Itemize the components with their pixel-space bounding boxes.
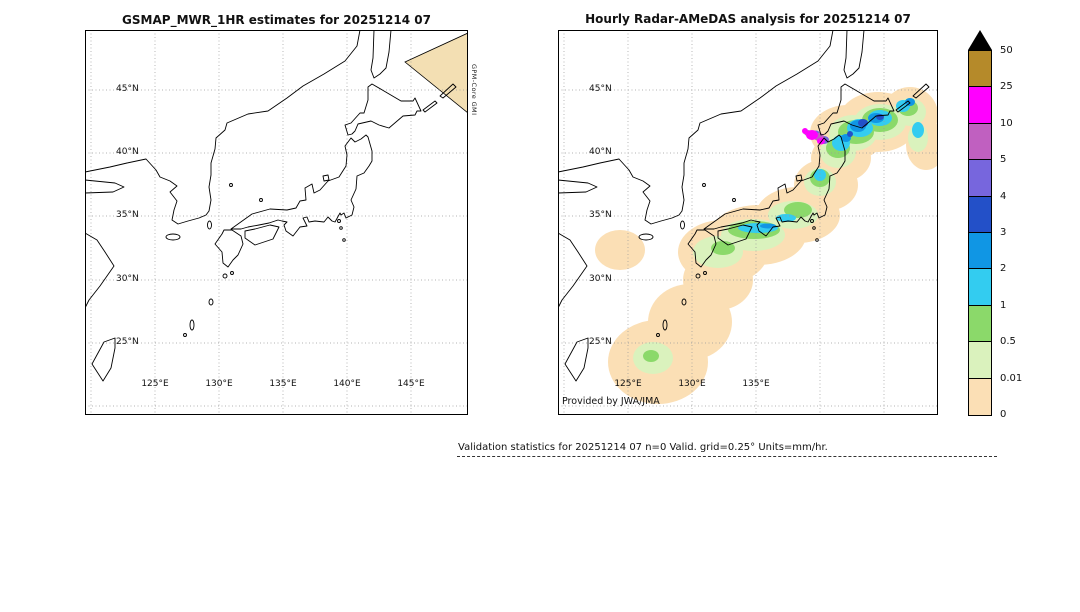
colorbar-seg-1-2 <box>969 269 991 306</box>
colorbar-seg-0-0p01 <box>969 378 991 415</box>
colorbar-seg-2-3 <box>969 232 991 270</box>
lon-tick-135e: 135°E <box>742 379 770 389</box>
lat-tick-35n: 35°N <box>589 210 612 220</box>
colorbar-seg-10-25 <box>969 87 991 124</box>
colorbar-label-50: 50 <box>1000 45 1013 56</box>
lon-tick-130e: 130°E <box>678 379 706 389</box>
gpm-swath-polygon <box>404 32 468 114</box>
colorbar-label-0p01: 0.01 <box>1000 373 1023 384</box>
colorbar-label-25: 25 <box>1000 81 1013 92</box>
colorbar-label-2: 2 <box>1000 263 1007 274</box>
lat-tick-45n: 45°N <box>589 84 612 94</box>
radar-map-panel: 45°N 40°N 35°N 30°N 25°N 125°E 130°E 135… <box>558 30 938 415</box>
lon-tick-140e: 140°E <box>333 379 361 389</box>
japan-basemap <box>85 30 468 415</box>
precip-overlay <box>595 87 938 404</box>
colorbar-seg-4-5 <box>969 160 991 197</box>
right-map-title: Hourly Radar-AMeDAS analysis for 2025121… <box>585 12 911 26</box>
lat-tick-45n: 45°N <box>116 84 139 94</box>
gpm-swath-label-line2: GMI <box>470 101 478 116</box>
colorbar-label-5: 5 <box>1000 154 1007 165</box>
lat-tick-30n: 30°N <box>589 274 612 284</box>
colorbar-label-4: 4 <box>1000 191 1007 202</box>
colorbar-label-3: 3 <box>1000 227 1007 238</box>
colorbar-bar <box>968 50 992 416</box>
lat-tick-30n: 30°N <box>116 274 139 284</box>
radar-map-svg <box>558 30 938 415</box>
colorbar-label-0p5: 0.5 <box>1000 336 1016 347</box>
colorbar-label-10: 10 <box>1000 118 1013 129</box>
lat-tick-40n: 40°N <box>116 147 139 157</box>
colorbar-seg-0p5-1 <box>969 305 991 343</box>
gpm-swath-label-line1: GPM-Core <box>470 64 478 100</box>
colorbar-label-0: 0 <box>1000 409 1007 420</box>
lat-tick-35n: 35°N <box>116 210 139 220</box>
footer-dashed-line <box>457 456 997 457</box>
lon-tick-125e: 125°E <box>141 379 169 389</box>
lat-tick-25n: 25°N <box>116 337 139 347</box>
gsmap-map-panel: 45°N 40°N 35°N 30°N 25°N 125°E 130°E 135… <box>85 30 468 415</box>
colorbar-seg-0p01-0p5 <box>969 342 991 379</box>
lon-tick-135e: 135°E <box>269 379 297 389</box>
colorbar-seg-25-50 <box>969 51 991 88</box>
left-map-title: GSMAP_MWR_1HR estimates for 20251214 07 <box>122 13 431 27</box>
lon-tick-125e: 125°E <box>614 379 642 389</box>
colorbar: 50 25 10 5 4 3 2 1 0.5 0.01 0 <box>968 30 1022 420</box>
colorbar-label-1: 1 <box>1000 300 1007 311</box>
data-credit: Provided by JWA/JMA <box>562 396 660 407</box>
map-frame <box>85 30 468 415</box>
gpm-swath-label: GPM-Core GMI <box>470 64 478 115</box>
colorbar-seg-5-10 <box>969 123 991 161</box>
lon-tick-130e: 130°E <box>205 379 233 389</box>
lon-tick-145e: 145°E <box>397 379 425 389</box>
colorbar-seg-3-4 <box>969 196 991 233</box>
validation-stats-text: Validation statistics for 20251214 07 n=… <box>458 442 828 453</box>
lat-tick-25n: 25°N <box>589 337 612 347</box>
colorbar-overflow-triangle <box>968 30 992 50</box>
gsmap-map-svg <box>85 30 468 415</box>
map-frame <box>558 30 938 415</box>
lat-tick-40n: 40°N <box>589 147 612 157</box>
